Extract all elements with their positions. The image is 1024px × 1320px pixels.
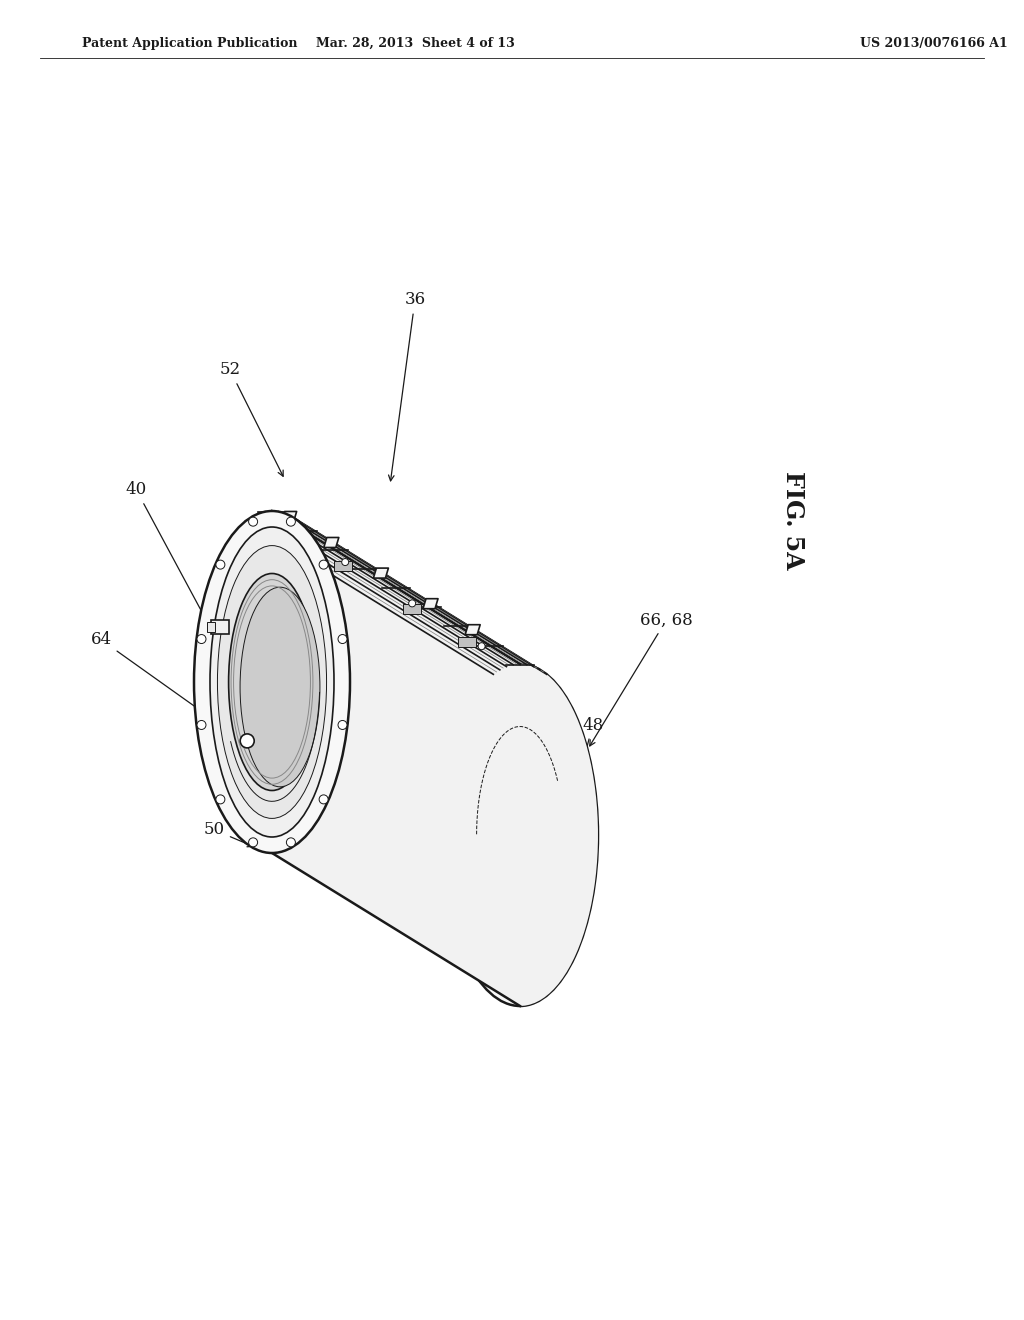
Circle shape (586, 874, 595, 883)
Text: 64: 64 (91, 631, 240, 738)
Ellipse shape (228, 573, 315, 791)
Polygon shape (272, 511, 598, 1006)
Bar (403, 603, 421, 614)
Circle shape (216, 795, 225, 804)
Circle shape (197, 635, 206, 644)
Text: 36: 36 (421, 775, 466, 894)
Text: 48: 48 (535, 717, 603, 946)
Text: US 2013/0076166 A1: US 2013/0076166 A1 (860, 37, 1008, 49)
Text: Patent Application Publication: Patent Application Publication (82, 37, 298, 49)
Circle shape (216, 560, 225, 569)
Text: 52: 52 (219, 362, 283, 477)
Text: 50: 50 (204, 821, 253, 846)
Circle shape (249, 517, 258, 527)
Text: 40: 40 (126, 482, 214, 635)
Ellipse shape (217, 545, 327, 818)
Circle shape (287, 517, 295, 527)
Polygon shape (465, 624, 480, 635)
Ellipse shape (466, 698, 574, 972)
Text: 36: 36 (388, 292, 426, 480)
Circle shape (535, 671, 544, 680)
Circle shape (567, 948, 577, 957)
Circle shape (249, 838, 258, 847)
Circle shape (342, 558, 349, 565)
Bar (458, 638, 475, 647)
Ellipse shape (240, 587, 319, 787)
FancyBboxPatch shape (207, 622, 215, 632)
Polygon shape (324, 537, 339, 548)
Text: Mar. 28, 2013  Sheet 4 of 13: Mar. 28, 2013 Sheet 4 of 13 (315, 37, 514, 49)
Circle shape (409, 599, 416, 607)
Ellipse shape (194, 511, 350, 853)
Circle shape (287, 838, 295, 847)
Text: FIG. 5A: FIG. 5A (781, 471, 805, 569)
Text: 38: 38 (372, 846, 400, 903)
Circle shape (535, 991, 544, 999)
Circle shape (586, 788, 595, 796)
FancyBboxPatch shape (211, 620, 229, 634)
Ellipse shape (458, 680, 582, 990)
Circle shape (319, 795, 328, 804)
Circle shape (338, 721, 347, 730)
Circle shape (478, 643, 485, 649)
Circle shape (338, 635, 347, 644)
Polygon shape (423, 599, 438, 609)
Circle shape (197, 721, 206, 730)
Ellipse shape (476, 726, 563, 944)
Circle shape (567, 713, 577, 722)
Ellipse shape (442, 664, 598, 1006)
Polygon shape (374, 568, 388, 578)
Circle shape (319, 560, 328, 569)
Polygon shape (282, 511, 297, 521)
Text: 66, 68: 66, 68 (590, 611, 693, 746)
Circle shape (241, 734, 254, 748)
Bar (334, 561, 351, 572)
Ellipse shape (210, 527, 334, 837)
